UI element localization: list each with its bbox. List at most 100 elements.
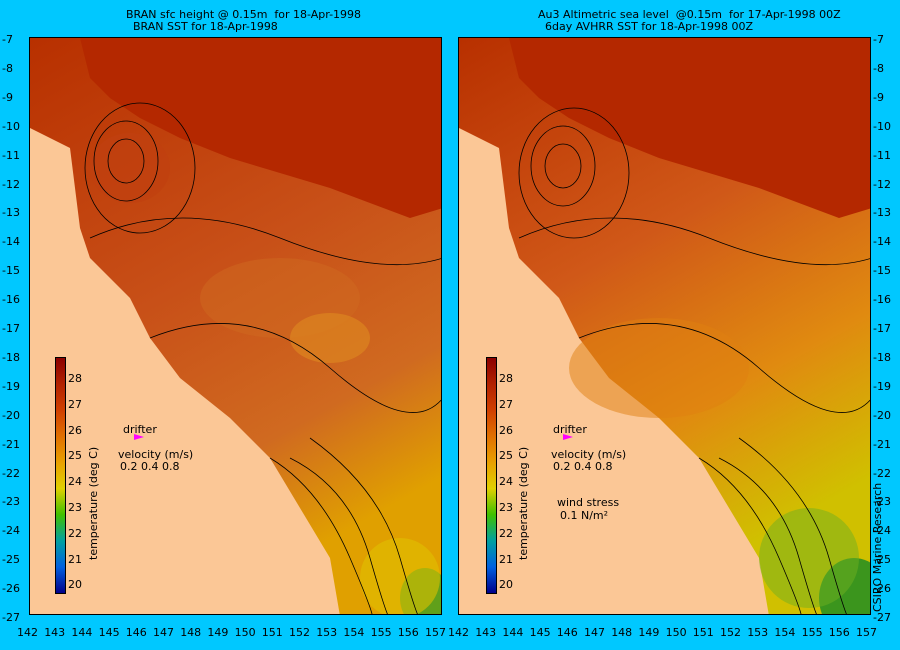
y-tick-label: -27 [2, 611, 20, 624]
y-tick-label: -9 [873, 90, 884, 104]
colorbar-tick-label: 22 [68, 526, 82, 540]
y-tick-label: -22 [873, 466, 891, 480]
x-tick-label: 155 [801, 626, 823, 639]
x-tick-label: 143 [475, 626, 497, 639]
y-tick-label: -23 [873, 495, 891, 509]
colorbar-tick-label: 23 [68, 501, 82, 514]
y-tick-label: -20 [873, 408, 891, 422]
wind-stress-value: 0.1 N/m² [560, 509, 609, 522]
x-tick-label: 149 [638, 626, 660, 639]
colorbar-tick-label: 24 [68, 475, 82, 489]
y-tick-label: -14 [2, 235, 20, 249]
y-tick-label: -7 [873, 33, 884, 46]
x-tick-label: 156 [397, 626, 419, 639]
colorbar-left [55, 357, 66, 594]
x-tick-label: 147 [153, 626, 174, 639]
drifter-legend-left: drifter [123, 423, 157, 436]
x-tick-label: 152 [289, 626, 310, 639]
y-tick-label: -15 [2, 264, 20, 278]
left-panel-title: BRAN sfc height @ 0.15m for 18-Apr-1998 … [126, 8, 362, 33]
y-tick-label: -15 [873, 264, 891, 278]
y-tick-label: -9 [2, 90, 13, 104]
x-tick-label: 143 [44, 626, 66, 639]
y-tick-label: -24 [2, 524, 20, 538]
left-map-panel [29, 37, 442, 615]
wind-stress-legend: wind stress [557, 496, 620, 509]
y-tick-label: -8 [873, 61, 884, 75]
colorbar-tick-label: 27 [499, 397, 513, 411]
colorbar-tick-label: 28 [68, 372, 82, 385]
x-tick-label: 144 [502, 626, 524, 639]
y-tick-label: -25 [2, 553, 20, 567]
x-tick-label: 157 [856, 626, 877, 639]
y-tick-label: -17 [2, 322, 20, 335]
velocity-scale-left: 0.2 0.4 0.8 [120, 460, 180, 473]
x-tick-label: 150 [234, 626, 256, 639]
y-tick-label: -11 [873, 148, 891, 162]
colorbar-tick-label: 25 [68, 449, 82, 463]
y-tick-label: -16 [2, 293, 20, 307]
drifter-legend-right: drifter [553, 423, 587, 436]
x-tick-label: 145 [98, 626, 120, 639]
x-tick-label: 148 [180, 626, 202, 639]
y-tick-label: -21 [873, 437, 891, 451]
colorbar-tick-label: 27 [68, 397, 82, 411]
colorbar-right [486, 357, 497, 594]
y-tick-label: -21 [2, 437, 20, 451]
x-tick-label: 151 [261, 626, 283, 639]
drifter-arrow [563, 434, 573, 440]
colorbar-tick-label: 20 [499, 578, 513, 592]
velocity-legend-left: velocity (m/s) [118, 448, 194, 461]
x-tick-label: 151 [692, 626, 714, 639]
colorbar-tick-label: 24 [499, 475, 513, 489]
northern-land [509, 38, 870, 218]
x-tick-label: 155 [370, 626, 392, 639]
x-tick-label: 142 [17, 626, 38, 639]
y-tick-label: -13 [2, 206, 20, 220]
y-tick-label: -25 [873, 553, 891, 567]
x-tick-label: 142 [448, 626, 469, 639]
x-tick-label: 152 [720, 626, 741, 639]
y-tick-label: -8 [2, 61, 13, 75]
x-tick-label: 148 [611, 626, 633, 639]
y-tick-label: -10 [873, 119, 891, 133]
y-tick-label: -16 [873, 293, 891, 307]
x-tick-label: 156 [828, 626, 850, 639]
y-tick-label: -14 [873, 235, 891, 249]
x-tick-label: 154 [343, 626, 365, 639]
y-tick-label: -12 [873, 177, 891, 191]
colorbar-tick-label: 20 [68, 578, 82, 592]
y-tick-label: -27 [873, 611, 891, 624]
northern-land [80, 38, 441, 218]
y-tick-label: -18 [873, 350, 891, 364]
colorbar-tick-label: 26 [68, 423, 82, 437]
colorbar-tick-label: 21 [499, 552, 513, 566]
y-tick-label: -12 [2, 177, 20, 191]
drifter-arrow [134, 434, 144, 440]
x-tick-label: 149 [207, 626, 229, 639]
colorbar-label-right: temperature (deg C) [517, 446, 530, 560]
y-tick-label: -23 [2, 495, 20, 509]
credit-text: CSIRO Marine Research [871, 482, 884, 612]
colorbar-tick-label: 21 [68, 552, 82, 566]
colorbar-tick-label: 22 [499, 526, 513, 540]
velocity-legend-right: velocity (m/s) [551, 448, 627, 461]
y-tick-label: -20 [2, 408, 20, 422]
x-tick-label: 147 [584, 626, 605, 639]
y-tick-label: -11 [2, 148, 20, 162]
y-tick-label: -26 [2, 582, 20, 596]
y-tick-label: -7 [2, 33, 13, 46]
y-tick-label: -17 [873, 322, 891, 335]
y-tick-label: -18 [2, 350, 20, 364]
y-tick-label: -22 [2, 466, 20, 480]
x-tick-label: 144 [71, 626, 93, 639]
x-tick-label: 153 [747, 626, 769, 639]
y-tick-label: -19 [873, 379, 891, 393]
y-tick-label: -10 [2, 119, 20, 133]
colorbar-label-left: temperature (deg C) [87, 446, 100, 560]
x-tick-label: 157 [425, 626, 446, 639]
y-tick-label: -19 [2, 379, 20, 393]
velocity-scale-right: 0.2 0.4 0.8 [553, 460, 613, 473]
colorbar-tick-label: 28 [499, 372, 513, 385]
x-tick-label: 145 [529, 626, 551, 639]
